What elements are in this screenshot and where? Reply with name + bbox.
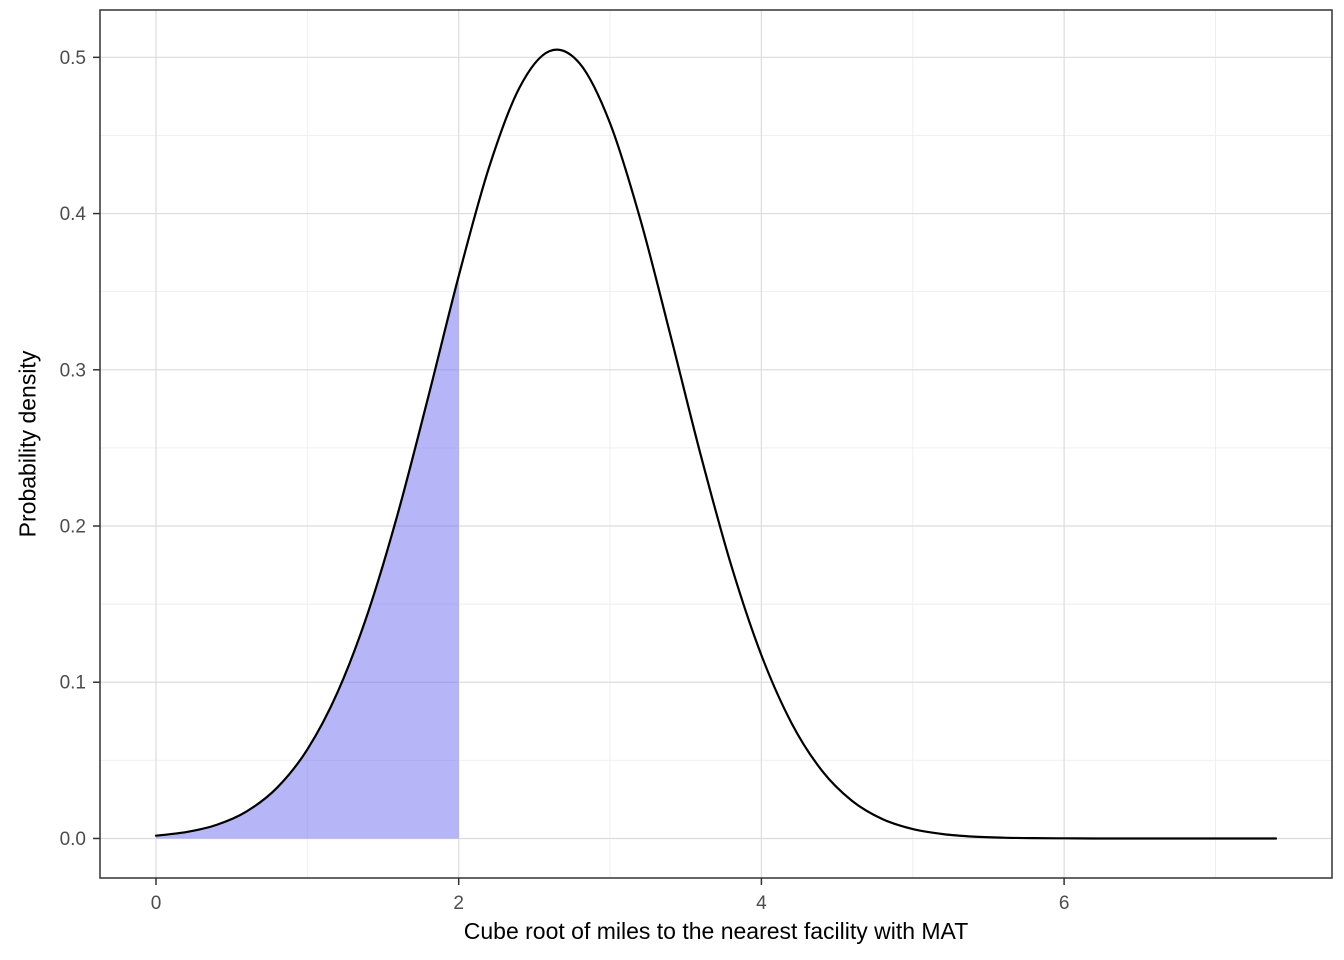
x-tick-label: 6: [1059, 893, 1070, 914]
y-tick-label: 0.4: [60, 204, 87, 225]
panel-background: [100, 10, 1332, 878]
x-tick-label: 4: [756, 893, 767, 914]
y-tick-label: 0.1: [60, 673, 86, 694]
y-tick-label: 0.5: [60, 48, 86, 69]
x-tick-label: 2: [453, 893, 464, 914]
y-axis-title: Probability density: [14, 350, 41, 538]
y-tick-label: 0.2: [60, 517, 86, 538]
x-axis-title: Cube root of miles to the nearest facili…: [463, 918, 969, 944]
x-tick-label: 0: [151, 893, 162, 914]
y-tick-label: 0.0: [60, 829, 86, 850]
panel-border: [99, 9, 1333, 879]
y-tick-label: 0.3: [60, 360, 86, 381]
shaded-area-left-of-2: [156, 276, 459, 839]
density-curve: [154, 48, 1278, 840]
